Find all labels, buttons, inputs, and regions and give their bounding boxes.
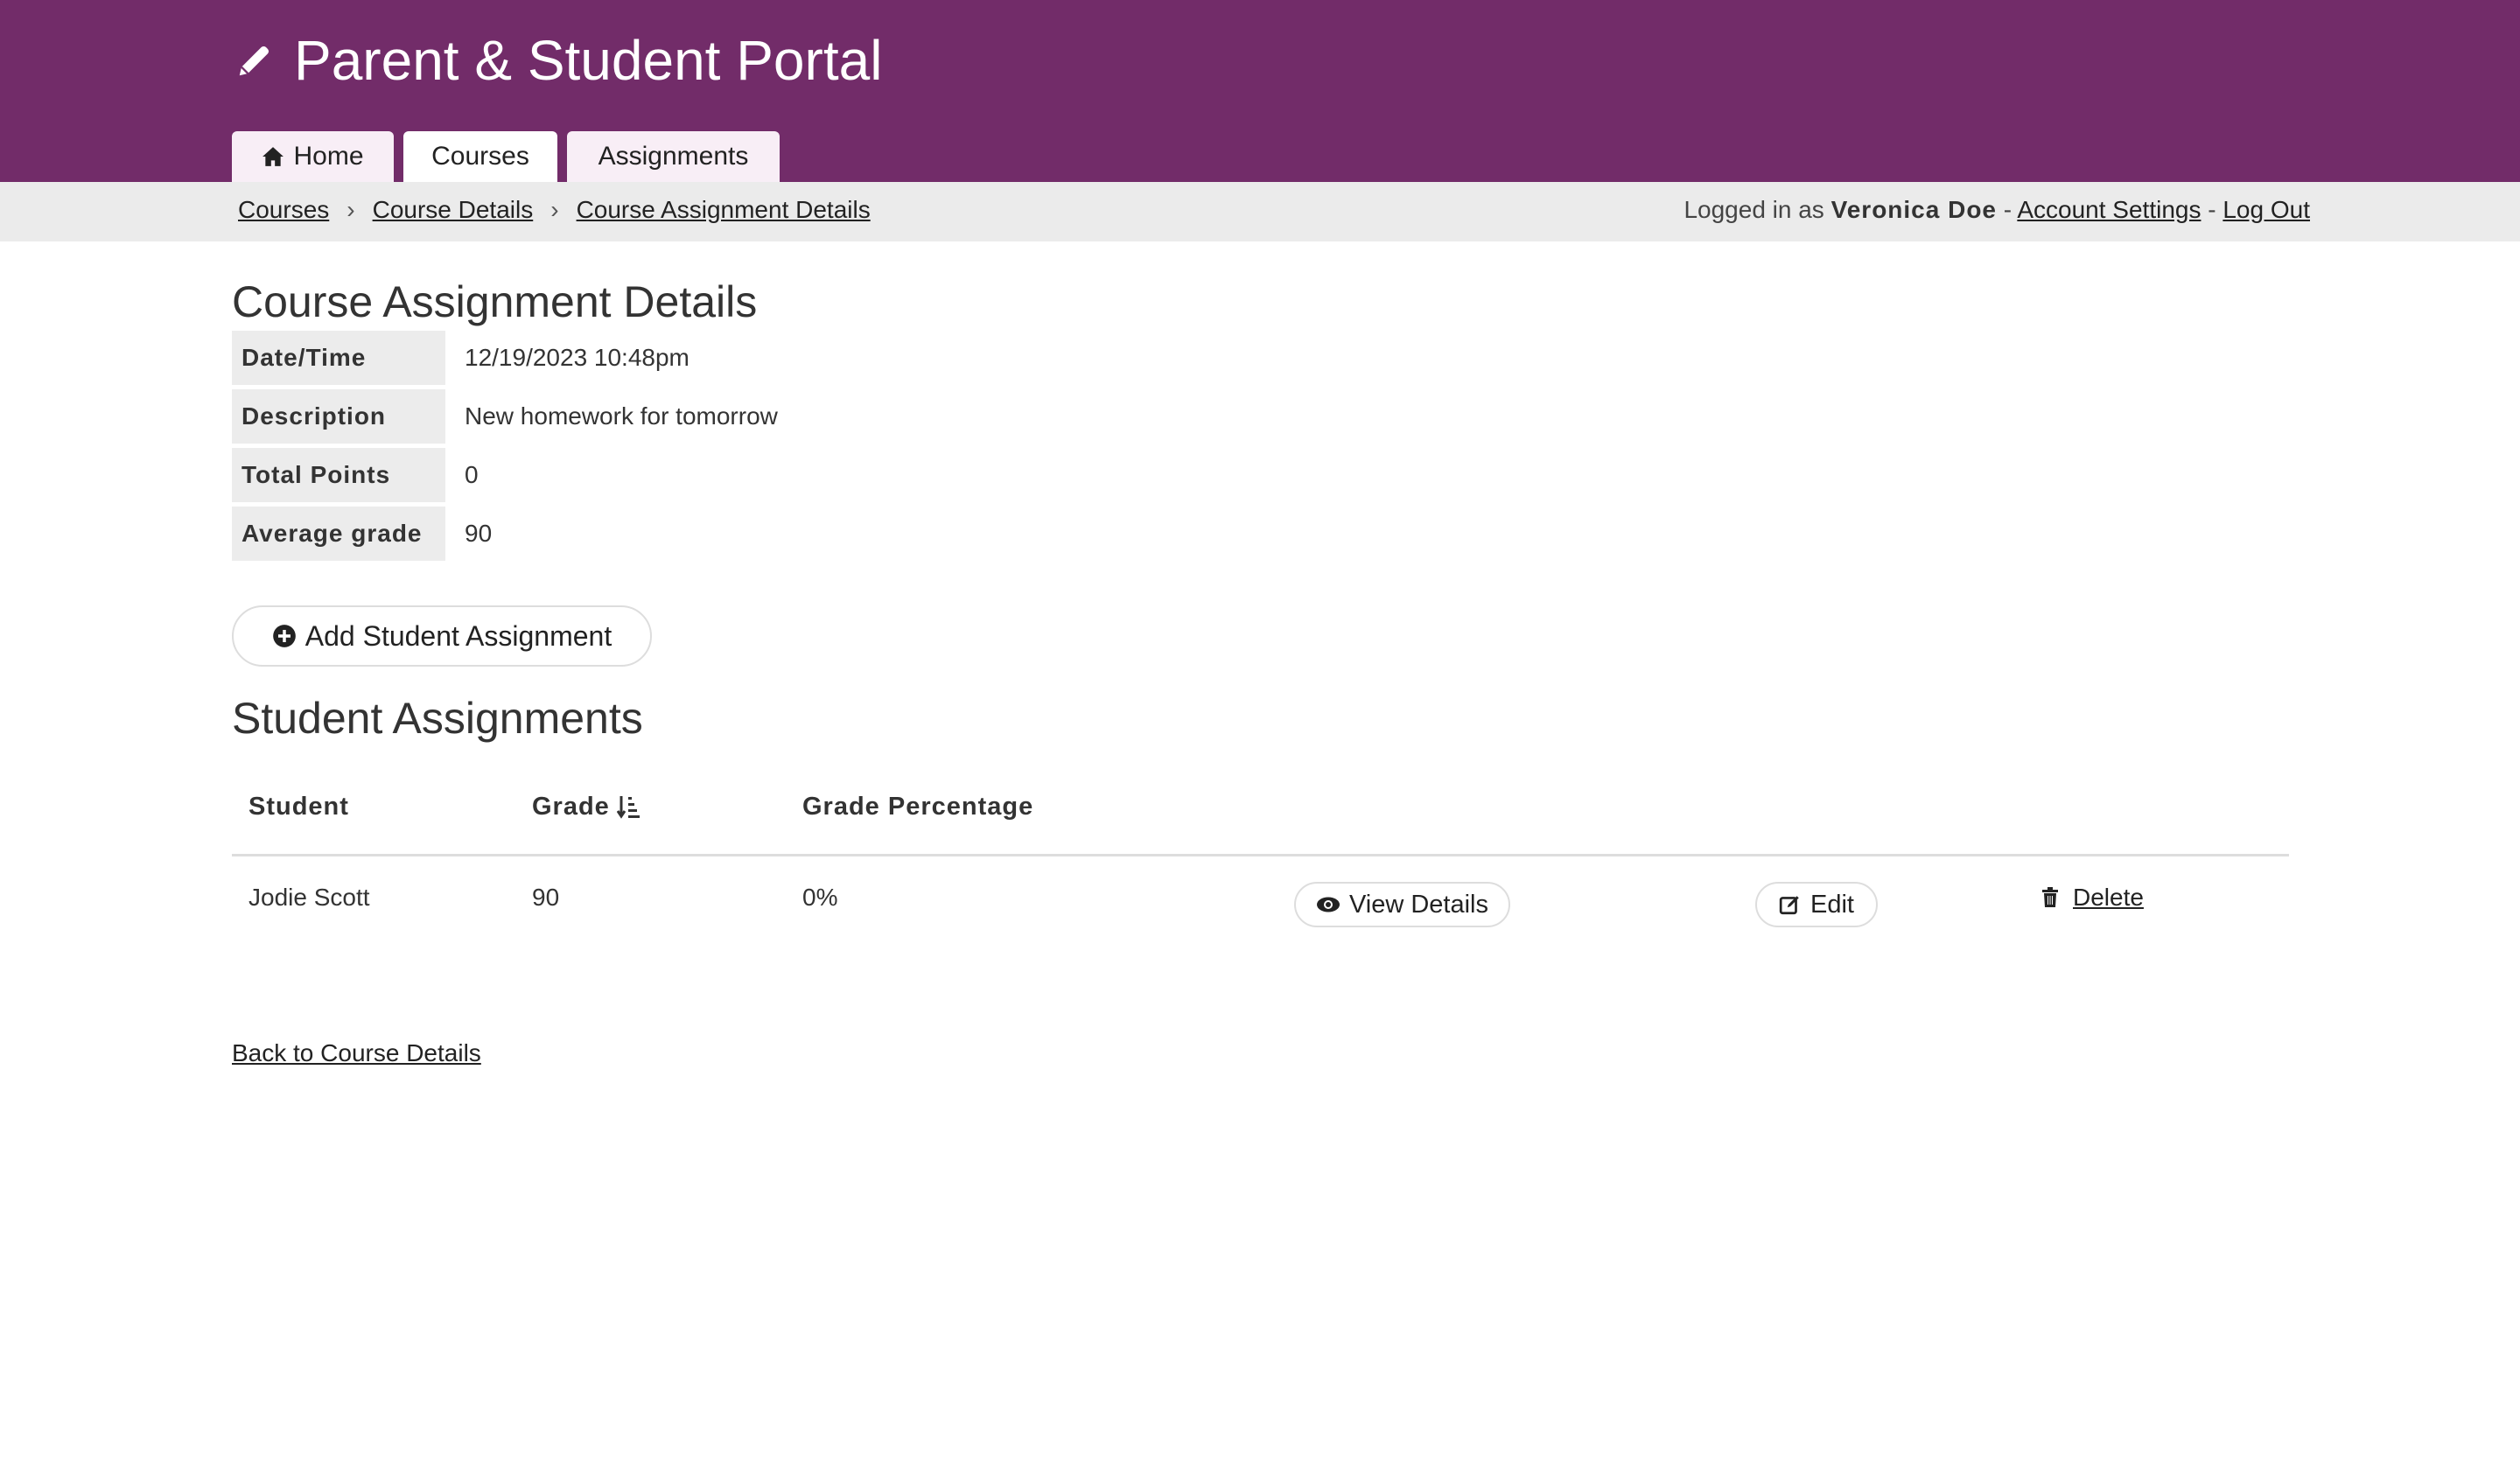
detail-row: Total Points 0 bbox=[232, 448, 479, 502]
back-to-course-details-link[interactable]: Back to Course Details bbox=[232, 1039, 481, 1066]
student-name: Jodie Scott bbox=[248, 884, 370, 911]
tab-assignments-label: Assignments bbox=[598, 142, 749, 171]
separator: - bbox=[2003, 196, 2012, 223]
grade-value: 90 bbox=[532, 884, 560, 911]
edit-icon bbox=[1779, 896, 1799, 915]
view-details-button[interactable]: View Details bbox=[1294, 882, 1510, 927]
breadcrumb-course-assignment-details[interactable]: Course Assignment Details bbox=[576, 196, 871, 223]
portal-title-text: Parent & Student Portal bbox=[294, 29, 883, 92]
portal-title: Parent & Student Portal bbox=[234, 28, 882, 93]
view-details-label: View Details bbox=[1348, 890, 1489, 919]
detail-label: Description bbox=[232, 389, 445, 444]
tab-home-label: Home bbox=[293, 142, 364, 171]
delete-label[interactable]: Delete bbox=[2073, 884, 2144, 911]
user-name: Veronica Doe bbox=[1830, 196, 1997, 223]
separator: - bbox=[2208, 196, 2216, 223]
detail-value: New homework for tomorrow bbox=[465, 402, 778, 430]
home-icon bbox=[262, 147, 284, 166]
breadcrumb-bar: Courses › Course Details › Course Assign… bbox=[0, 182, 2520, 241]
breadcrumb: Courses › Course Details › Course Assign… bbox=[238, 196, 871, 224]
detail-row: Average grade 90 bbox=[232, 507, 492, 561]
add-button-label: Add Student Assignment bbox=[304, 619, 612, 652]
logout-link[interactable]: Log Out bbox=[2222, 196, 2310, 223]
tab-courses[interactable]: Courses bbox=[403, 131, 557, 182]
detail-value: 90 bbox=[465, 520, 493, 547]
detail-row: Date/Time 12/19/2023 10:48pm bbox=[232, 331, 690, 385]
header: Parent & Student Portal Home Courses Ass… bbox=[0, 0, 2520, 182]
detail-value: 12/19/2023 10:48pm bbox=[465, 344, 690, 371]
eye-icon bbox=[1316, 897, 1340, 912]
tab-courses-label: Courses bbox=[431, 142, 529, 171]
chevron-right-icon: › bbox=[346, 196, 355, 223]
page-title: Course Assignment Details bbox=[232, 277, 758, 326]
column-header-grade[interactable]: Grade bbox=[532, 793, 641, 821]
detail-value: 0 bbox=[465, 461, 479, 488]
column-header-grade-percentage[interactable]: Grade Percentage bbox=[802, 793, 1034, 821]
edit-label: Edit bbox=[1810, 890, 1854, 919]
section-title: Student Assignments bbox=[232, 694, 643, 743]
delete-link[interactable]: Delete bbox=[2041, 884, 2144, 912]
table-divider bbox=[232, 854, 2289, 856]
user-info: Logged in as Veronica Doe - Account Sett… bbox=[1684, 196, 2310, 224]
add-student-assignment-button[interactable]: Add Student Assignment bbox=[232, 605, 652, 667]
trash-icon bbox=[2042, 887, 2058, 907]
detail-label: Total Points bbox=[232, 448, 445, 502]
sort-ascending-icon bbox=[616, 795, 640, 819]
column-header-student[interactable]: Student bbox=[248, 793, 349, 821]
logged-in-label: Logged in as bbox=[1684, 196, 1824, 223]
breadcrumb-course-details[interactable]: Course Details bbox=[372, 196, 534, 223]
detail-row: Description New homework for tomorrow bbox=[232, 389, 778, 444]
plus-circle-icon bbox=[272, 625, 296, 647]
grade-percentage-value: 0% bbox=[802, 884, 838, 911]
detail-label: Date/Time bbox=[232, 331, 445, 385]
chevron-right-icon: › bbox=[550, 196, 559, 223]
edit-button[interactable]: Edit bbox=[1755, 882, 1878, 927]
pencil-icon bbox=[239, 45, 270, 76]
detail-label: Average grade bbox=[232, 507, 445, 561]
breadcrumb-courses[interactable]: Courses bbox=[238, 196, 330, 223]
account-settings-link[interactable]: Account Settings bbox=[2017, 196, 2202, 223]
tab-assignments[interactable]: Assignments bbox=[567, 131, 780, 182]
column-header-grade-label: Grade bbox=[532, 793, 610, 821]
tab-home[interactable]: Home bbox=[232, 131, 394, 182]
